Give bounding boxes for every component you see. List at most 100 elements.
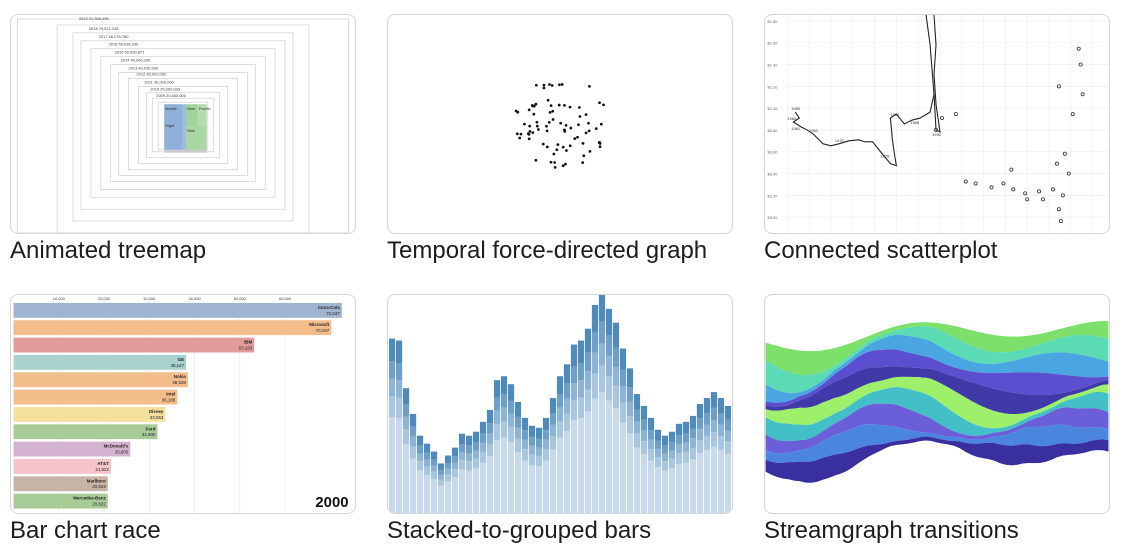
card-title[interactable]: Animated treemap bbox=[10, 237, 207, 264]
graph-node bbox=[564, 124, 568, 127]
stacked-bar-segment bbox=[514, 402, 522, 417]
svg-text:New: New bbox=[187, 128, 195, 133]
animated-treemap-card[interactable]: 2019 91,306,098 2018 79,512,248 2017 66,… bbox=[10, 14, 356, 234]
stacked-bar-segment bbox=[528, 454, 536, 466]
bar-chart-race-card[interactable]: 10,000 20,000 30,000 40,000 50,000 60,000 Coc… bbox=[10, 294, 356, 514]
stacked-bar-segment bbox=[402, 404, 410, 417]
stacked-bar-segment bbox=[689, 415, 697, 429]
stacked-bar-segment bbox=[647, 439, 655, 450]
stacked-bar-segment bbox=[423, 459, 431, 467]
stacked-bar-segment bbox=[409, 413, 417, 427]
stacked-bar-segment bbox=[682, 421, 690, 434]
stacked-bar-segment bbox=[689, 438, 697, 448]
stacked-bar-segment bbox=[570, 344, 578, 367]
stacked-bar-segment bbox=[675, 444, 683, 454]
graph-node bbox=[545, 129, 549, 133]
stacked-bar-segment bbox=[612, 408, 620, 513]
stacked-bar-segment bbox=[409, 436, 417, 447]
connected-scatterplot-card[interactable]: $1.80 $1.60 $1.40 $1.20 $1.00 $0.80 $0.60 $0.40… bbox=[764, 14, 1110, 234]
card-title[interactable]: Temporal force-directed graph bbox=[387, 237, 708, 264]
stacked-bar-segment bbox=[577, 362, 585, 381]
scatter-point bbox=[1037, 189, 1042, 194]
svg-text:2017 66,078,780: 2017 66,078,780 bbox=[99, 34, 129, 39]
graph-node bbox=[534, 158, 538, 162]
race-bar bbox=[13, 302, 342, 318]
scatter-point bbox=[1078, 62, 1083, 67]
stream-layer bbox=[765, 326, 1109, 394]
svg-text:2010 25,000,000: 2010 25,000,000 bbox=[150, 86, 180, 91]
stacked-bar-segment bbox=[430, 465, 438, 472]
stacked-bar-segment bbox=[619, 386, 627, 403]
scatter-point bbox=[963, 179, 968, 184]
scatter-point bbox=[1058, 219, 1063, 224]
stacked-bar-segment bbox=[661, 470, 669, 513]
graph-node bbox=[587, 121, 590, 125]
stacked-bar-segment bbox=[556, 437, 564, 513]
stacked-bar-segment bbox=[647, 449, 655, 461]
stacked-bar-segment bbox=[710, 419, 718, 433]
race-bar-value: 38,528 bbox=[172, 380, 186, 385]
animated-treemap-thumbnail: 2019 91,306,098 2018 79,512,248 2017 66,… bbox=[17, 16, 349, 233]
graph-node bbox=[535, 120, 539, 124]
stacked-bar-segment bbox=[402, 416, 410, 430]
stacked-bar-segment bbox=[647, 417, 655, 431]
svg-text:$0.20: $0.20 bbox=[768, 193, 779, 198]
stacked-bar-segment bbox=[633, 409, 641, 422]
svg-text:2016 55,030,930: 2016 55,030,930 bbox=[109, 42, 139, 47]
graph-node bbox=[545, 145, 549, 149]
stacked-bar-segment bbox=[563, 431, 571, 513]
stacked-bar-segment bbox=[584, 328, 592, 353]
axis-tick-label: 10,000 bbox=[53, 296, 66, 301]
graph-node bbox=[534, 83, 538, 87]
race-bar-value: 38,127 bbox=[171, 363, 185, 368]
stacked-bar-segment bbox=[465, 445, 473, 454]
stacked-bar-segment bbox=[682, 451, 690, 463]
streamgraph-card[interactable] bbox=[764, 294, 1110, 514]
scatter-point bbox=[1054, 161, 1059, 166]
stacked-bar-segment bbox=[654, 457, 662, 468]
stacked-bar-segment bbox=[409, 458, 417, 513]
stacked-bar-segment bbox=[402, 429, 410, 445]
graph-node bbox=[549, 104, 553, 108]
scatter-point bbox=[934, 127, 938, 132]
stacked-bar-segment bbox=[542, 439, 550, 450]
race-bar-name: Disney bbox=[149, 409, 164, 414]
card-title[interactable]: Bar chart race bbox=[10, 517, 161, 544]
stacked-bar-segment bbox=[549, 413, 557, 425]
stacked-bar-segment bbox=[598, 321, 606, 344]
scatter-point bbox=[1056, 84, 1061, 89]
race-bar-name: Microsoft bbox=[309, 322, 329, 327]
temporal-force-graph-card[interactable] bbox=[387, 14, 733, 234]
card-title[interactable]: Streamgraph transitions bbox=[764, 517, 1019, 544]
stacked-bar-segment bbox=[493, 439, 501, 513]
stacked-bar-segment bbox=[563, 413, 571, 432]
stacked-bar-segment bbox=[444, 481, 452, 513]
stacked-bar-segment bbox=[605, 400, 613, 513]
race-bar-name: IBM bbox=[244, 340, 252, 345]
svg-text:2015 50,030,871: 2015 50,030,871 bbox=[115, 50, 145, 55]
stacked-bar-segment bbox=[430, 451, 438, 460]
stacked-bar-segment bbox=[654, 467, 662, 513]
axis-tick-label: 40,000 bbox=[189, 296, 202, 301]
stacked-bar-segment bbox=[591, 331, 599, 353]
stacked-bar-segment bbox=[682, 462, 690, 513]
axis-tick-label: 50,000 bbox=[234, 296, 247, 301]
card-title[interactable]: Connected scatterplot bbox=[764, 237, 998, 264]
stacked-bar-segment bbox=[528, 445, 536, 455]
stacked-bar-segment bbox=[395, 362, 403, 381]
svg-text:2019 91,306,098: 2019 91,306,098 bbox=[79, 16, 109, 21]
graph-node bbox=[569, 126, 573, 130]
stacked-bar-segment bbox=[605, 308, 613, 336]
card-title[interactable]: Stacked-to-grouped bars bbox=[387, 517, 652, 544]
axis-tick-label: 20,000 bbox=[98, 296, 111, 301]
stacked-bar-segment bbox=[717, 424, 725, 437]
stacked-bar-segment bbox=[542, 460, 550, 513]
stacked-bar-segment bbox=[472, 442, 480, 451]
stacked-bar-segment bbox=[689, 428, 697, 439]
race-bar bbox=[13, 476, 108, 492]
race-bar bbox=[13, 406, 166, 422]
stacked-bar-segment bbox=[654, 429, 662, 441]
stacked-grouped-bars-card[interactable] bbox=[387, 294, 733, 514]
graph-node bbox=[588, 149, 592, 153]
stacked-bar-segment bbox=[598, 392, 606, 513]
